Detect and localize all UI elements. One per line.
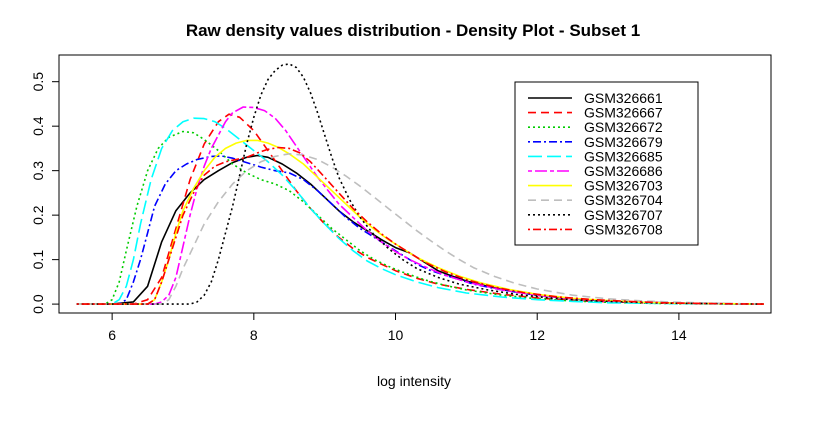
legend-label: GSM326703 — [584, 178, 663, 194]
y-tick-label: 0.1 — [30, 250, 46, 270]
legend-label: GSM326707 — [584, 207, 663, 223]
series-line-GSM326686 — [76, 106, 764, 305]
x-tick-label: 12 — [529, 327, 545, 343]
x-tick-label: 14 — [671, 327, 687, 343]
legend: GSM326661GSM326667GSM326672GSM326679GSM3… — [514, 81, 699, 246]
y-tick-label: 0.0 — [30, 294, 46, 314]
series-line-GSM326708 — [76, 146, 764, 305]
legend-box — [514, 81, 699, 246]
legend-label: GSM326686 — [584, 163, 663, 179]
x-tick-label: 6 — [108, 327, 116, 343]
x-tick-label: 10 — [388, 327, 404, 343]
series-lines — [76, 63, 764, 305]
legend-label: GSM326679 — [584, 134, 663, 150]
y-tick-label: 0.2 — [30, 205, 46, 225]
y-axis: 0.0 0.1 0.2 0.3 0.4 0.5 — [30, 72, 60, 314]
x-axis-label: log intensity — [377, 373, 451, 389]
y-tick-label: 0.3 — [30, 161, 46, 181]
y-tick-label: 0.5 — [30, 72, 46, 92]
y-tick-label: 0.4 — [30, 116, 46, 136]
x-tick-label: 8 — [250, 327, 258, 343]
legend-label: GSM326708 — [584, 221, 663, 237]
series-line-GSM326707 — [76, 63, 764, 305]
legend-label: GSM326661 — [584, 90, 663, 106]
legend-label: GSM326667 — [584, 105, 663, 121]
legend-label: GSM326672 — [584, 119, 663, 135]
x-axis: 6 8 10 12 14 — [108, 312, 687, 343]
legend-label: GSM326704 — [584, 192, 663, 208]
legend-label: GSM326685 — [584, 148, 663, 164]
chart-title: Raw density values distribution - Densit… — [186, 21, 640, 40]
series-line-GSM326667 — [76, 113, 764, 305]
series-line-GSM326685 — [76, 117, 764, 305]
series-line-GSM326704 — [76, 153, 764, 305]
